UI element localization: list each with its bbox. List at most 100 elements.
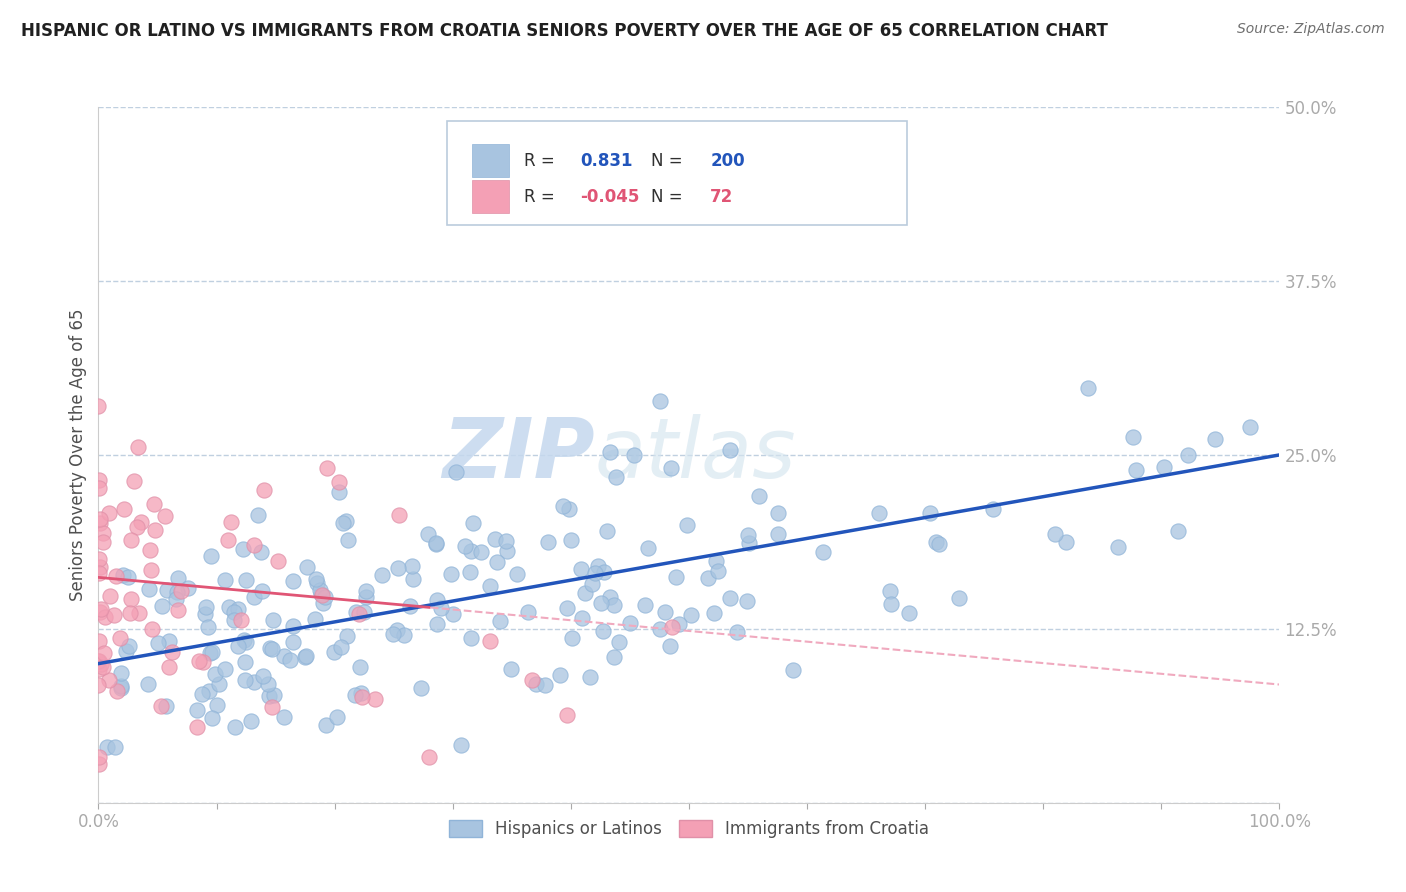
Point xyxy=(295,648,318,663)
Point xyxy=(90,601,112,615)
Text: R =: R = xyxy=(523,152,560,169)
Point xyxy=(235,635,257,649)
Point xyxy=(122,474,145,488)
Point xyxy=(207,698,229,712)
Point xyxy=(87,566,110,580)
Point xyxy=(441,607,464,621)
Text: 200: 200 xyxy=(710,152,745,169)
Point xyxy=(219,515,242,529)
Point xyxy=(235,574,257,588)
Point xyxy=(139,543,162,558)
Point xyxy=(89,606,111,620)
Point xyxy=(591,596,613,610)
Point xyxy=(454,539,477,553)
Point xyxy=(533,677,555,691)
Point xyxy=(89,662,111,676)
Point xyxy=(304,572,326,586)
Point xyxy=(311,588,333,602)
Point xyxy=(87,654,110,668)
Point xyxy=(382,627,405,641)
Point xyxy=(141,563,163,577)
Point xyxy=(718,443,741,458)
Point xyxy=(347,607,370,621)
Point xyxy=(488,614,510,628)
Point xyxy=(581,577,603,591)
Point xyxy=(353,605,375,619)
Point xyxy=(387,560,409,574)
Point xyxy=(586,559,609,574)
Point xyxy=(150,599,173,613)
Point xyxy=(89,512,111,526)
Point xyxy=(187,654,209,668)
Y-axis label: Seniors Poverty Over the Age of 65: Seniors Poverty Over the Age of 65 xyxy=(69,309,87,601)
Point xyxy=(157,659,180,673)
Point xyxy=(385,624,408,638)
Point xyxy=(118,640,141,654)
Point xyxy=(103,608,125,623)
Point xyxy=(418,750,440,764)
Point xyxy=(217,533,239,548)
Point xyxy=(166,584,188,599)
Point xyxy=(918,507,941,521)
Point xyxy=(89,560,111,574)
Point xyxy=(592,624,614,638)
Point xyxy=(186,703,208,717)
Point xyxy=(120,591,142,606)
Point xyxy=(623,448,645,462)
Point xyxy=(232,541,254,556)
Point xyxy=(555,708,578,723)
Point xyxy=(191,687,214,701)
Point xyxy=(548,668,571,682)
Point xyxy=(195,600,218,615)
Text: R =: R = xyxy=(523,188,560,206)
Text: N =: N = xyxy=(651,188,688,206)
Point xyxy=(458,565,481,579)
Point xyxy=(484,532,506,546)
Point xyxy=(257,677,280,691)
Point xyxy=(204,666,226,681)
Point xyxy=(596,524,619,538)
Point xyxy=(247,508,270,522)
Point xyxy=(603,598,626,612)
Point xyxy=(350,690,373,704)
Point xyxy=(281,635,304,649)
Point xyxy=(356,583,378,598)
Point xyxy=(879,597,901,611)
Point xyxy=(558,502,581,516)
Legend: Hispanics or Latinos, Immigrants from Croatia: Hispanics or Latinos, Immigrants from Cr… xyxy=(440,812,938,847)
Point xyxy=(650,393,672,408)
Point xyxy=(650,622,672,636)
Point xyxy=(218,599,240,614)
Point xyxy=(583,566,606,580)
Point xyxy=(668,616,690,631)
Point xyxy=(281,574,304,588)
Point xyxy=(110,665,132,680)
Point xyxy=(659,460,682,475)
Point xyxy=(104,568,127,582)
Bar xyxy=(471,180,509,213)
Point xyxy=(329,640,352,654)
Point xyxy=(370,567,392,582)
Point xyxy=(470,545,492,559)
Point xyxy=(479,579,502,593)
Point xyxy=(495,534,517,549)
Point xyxy=(87,399,110,413)
Point xyxy=(262,613,284,627)
Point xyxy=(165,592,187,607)
Point xyxy=(460,544,482,558)
Point xyxy=(579,671,602,685)
Point xyxy=(148,636,170,650)
Point xyxy=(316,461,339,475)
Point xyxy=(398,599,420,613)
Point xyxy=(599,590,621,604)
Point xyxy=(260,700,283,714)
Point xyxy=(1125,463,1147,477)
Point xyxy=(153,509,176,524)
Point xyxy=(252,669,274,683)
Point xyxy=(981,502,1004,516)
Point xyxy=(201,645,224,659)
Point xyxy=(226,602,249,616)
Point xyxy=(259,640,281,655)
Point xyxy=(1167,524,1189,539)
Point xyxy=(273,648,295,663)
